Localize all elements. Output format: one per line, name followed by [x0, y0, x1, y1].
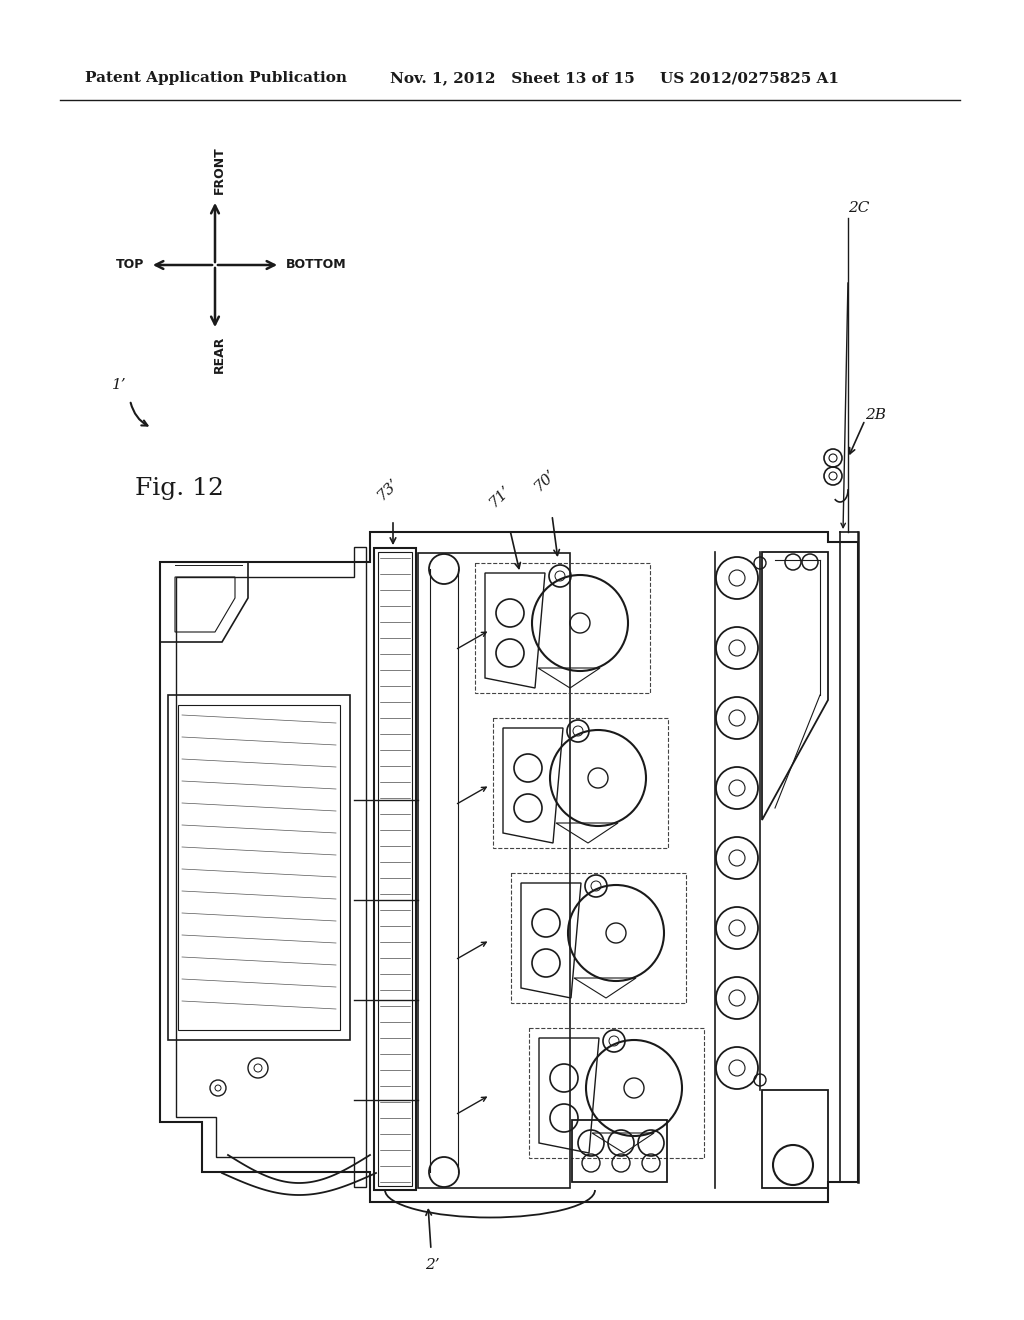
Bar — [475, 564, 650, 693]
Text: Patent Application Publication: Patent Application Publication — [85, 71, 347, 84]
Text: REAR: REAR — [213, 337, 225, 374]
Text: US 2012/0275825 A1: US 2012/0275825 A1 — [660, 71, 839, 84]
Text: 1’: 1’ — [112, 378, 127, 392]
Text: Fig. 12: Fig. 12 — [135, 477, 224, 499]
Bar — [168, 696, 350, 1040]
Text: 2’: 2’ — [425, 1258, 439, 1272]
Bar — [511, 873, 686, 1003]
Text: TOP: TOP — [116, 259, 144, 272]
Text: BOTTOM: BOTTOM — [286, 259, 347, 272]
Bar — [418, 553, 570, 1188]
Bar — [374, 548, 416, 1191]
Text: 71’: 71’ — [486, 483, 514, 510]
Text: 2C: 2C — [848, 201, 869, 215]
Text: 70’: 70’ — [531, 467, 558, 494]
Bar — [378, 552, 412, 1185]
Bar — [572, 1119, 667, 1181]
Bar — [178, 705, 340, 1030]
Text: FRONT: FRONT — [213, 147, 225, 194]
Bar — [529, 1028, 705, 1158]
Text: 73’: 73’ — [375, 477, 401, 503]
Text: 2B: 2B — [865, 408, 886, 422]
Text: Nov. 1, 2012   Sheet 13 of 15: Nov. 1, 2012 Sheet 13 of 15 — [390, 71, 635, 84]
Bar — [493, 718, 668, 847]
